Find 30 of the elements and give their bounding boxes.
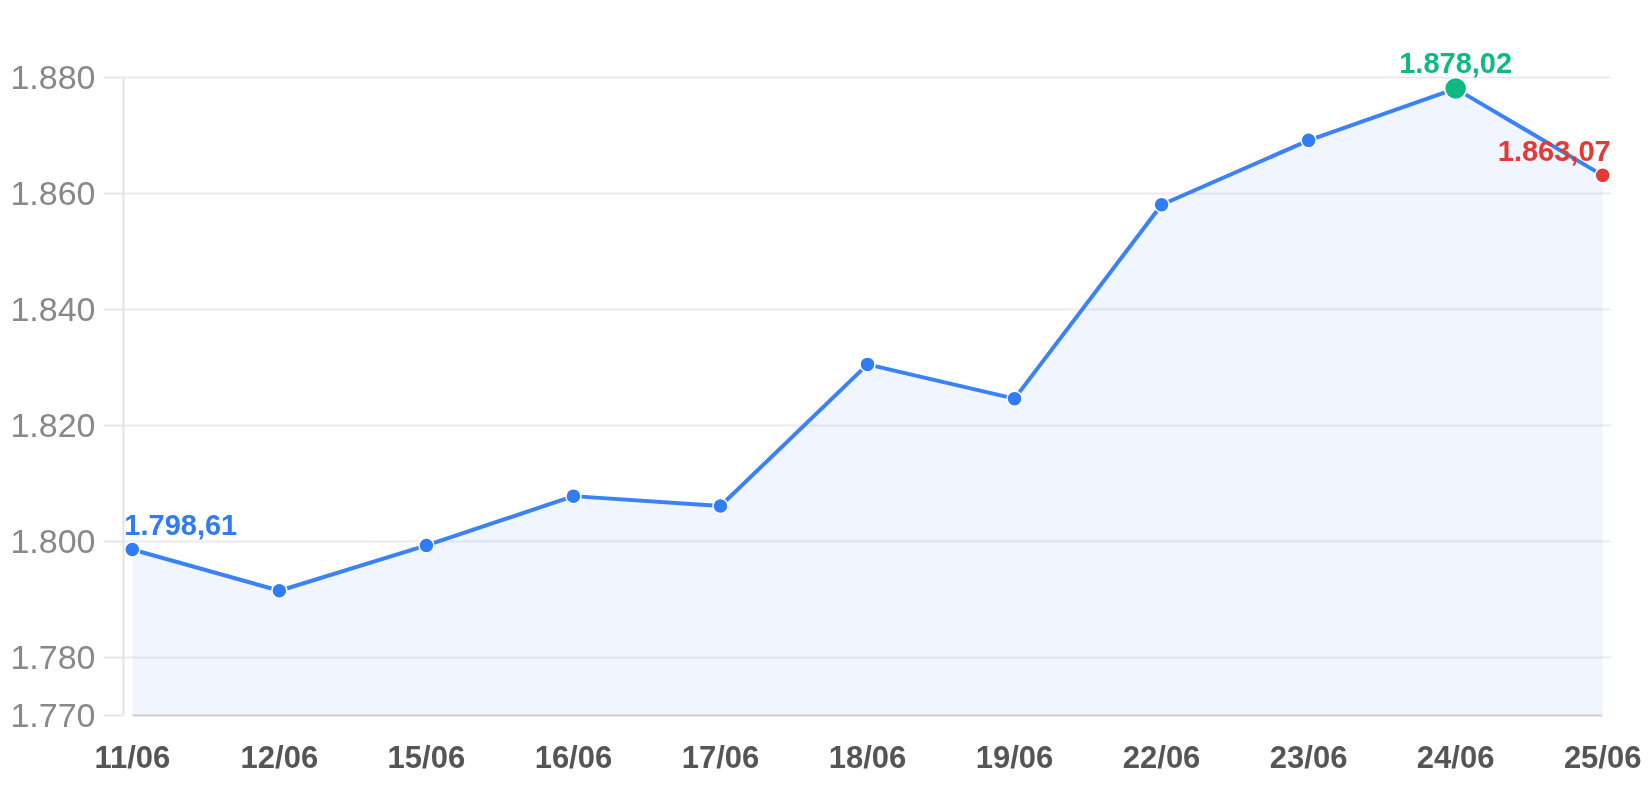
y-tick-label: 1.800 bbox=[10, 521, 96, 560]
x-tick-label: 25/06 bbox=[1563, 739, 1642, 775]
x-tick-label: 24/06 bbox=[1416, 739, 1495, 775]
y-tick-label: 1.840 bbox=[10, 289, 96, 328]
data-label: 1.798,61 bbox=[124, 509, 238, 542]
point bbox=[1300, 132, 1317, 149]
point bbox=[124, 541, 141, 558]
point bbox=[565, 487, 582, 505]
x-tick-label: 11/06 bbox=[94, 739, 171, 775]
y-tick-label: 1.780 bbox=[10, 637, 96, 676]
x-tick-label: 12/06 bbox=[240, 739, 319, 775]
x-tick-label: 23/06 bbox=[1269, 739, 1348, 775]
point bbox=[1006, 390, 1023, 407]
y-tick-label: 1.860 bbox=[10, 173, 96, 212]
x-tick-label: 17/06 bbox=[681, 739, 760, 775]
x-tick-label: 16/06 bbox=[534, 739, 613, 775]
x-tick-label: 15/06 bbox=[387, 739, 466, 775]
y-tick-label: 1.820 bbox=[10, 405, 96, 444]
x-tick-label: 18/06 bbox=[828, 739, 907, 775]
point bbox=[1594, 167, 1611, 184]
data-label: 1.878,02 bbox=[1399, 46, 1513, 79]
point bbox=[271, 582, 288, 599]
x-tick-label: 19/06 bbox=[975, 739, 1054, 775]
point bbox=[859, 356, 876, 373]
point bbox=[712, 497, 729, 515]
point bbox=[1153, 196, 1170, 214]
y-tick-label: 1.770 bbox=[10, 696, 96, 734]
point bbox=[418, 537, 435, 554]
x-tick-label: 22/06 bbox=[1122, 739, 1201, 775]
y-tick-label: 1.880 bbox=[10, 57, 96, 96]
